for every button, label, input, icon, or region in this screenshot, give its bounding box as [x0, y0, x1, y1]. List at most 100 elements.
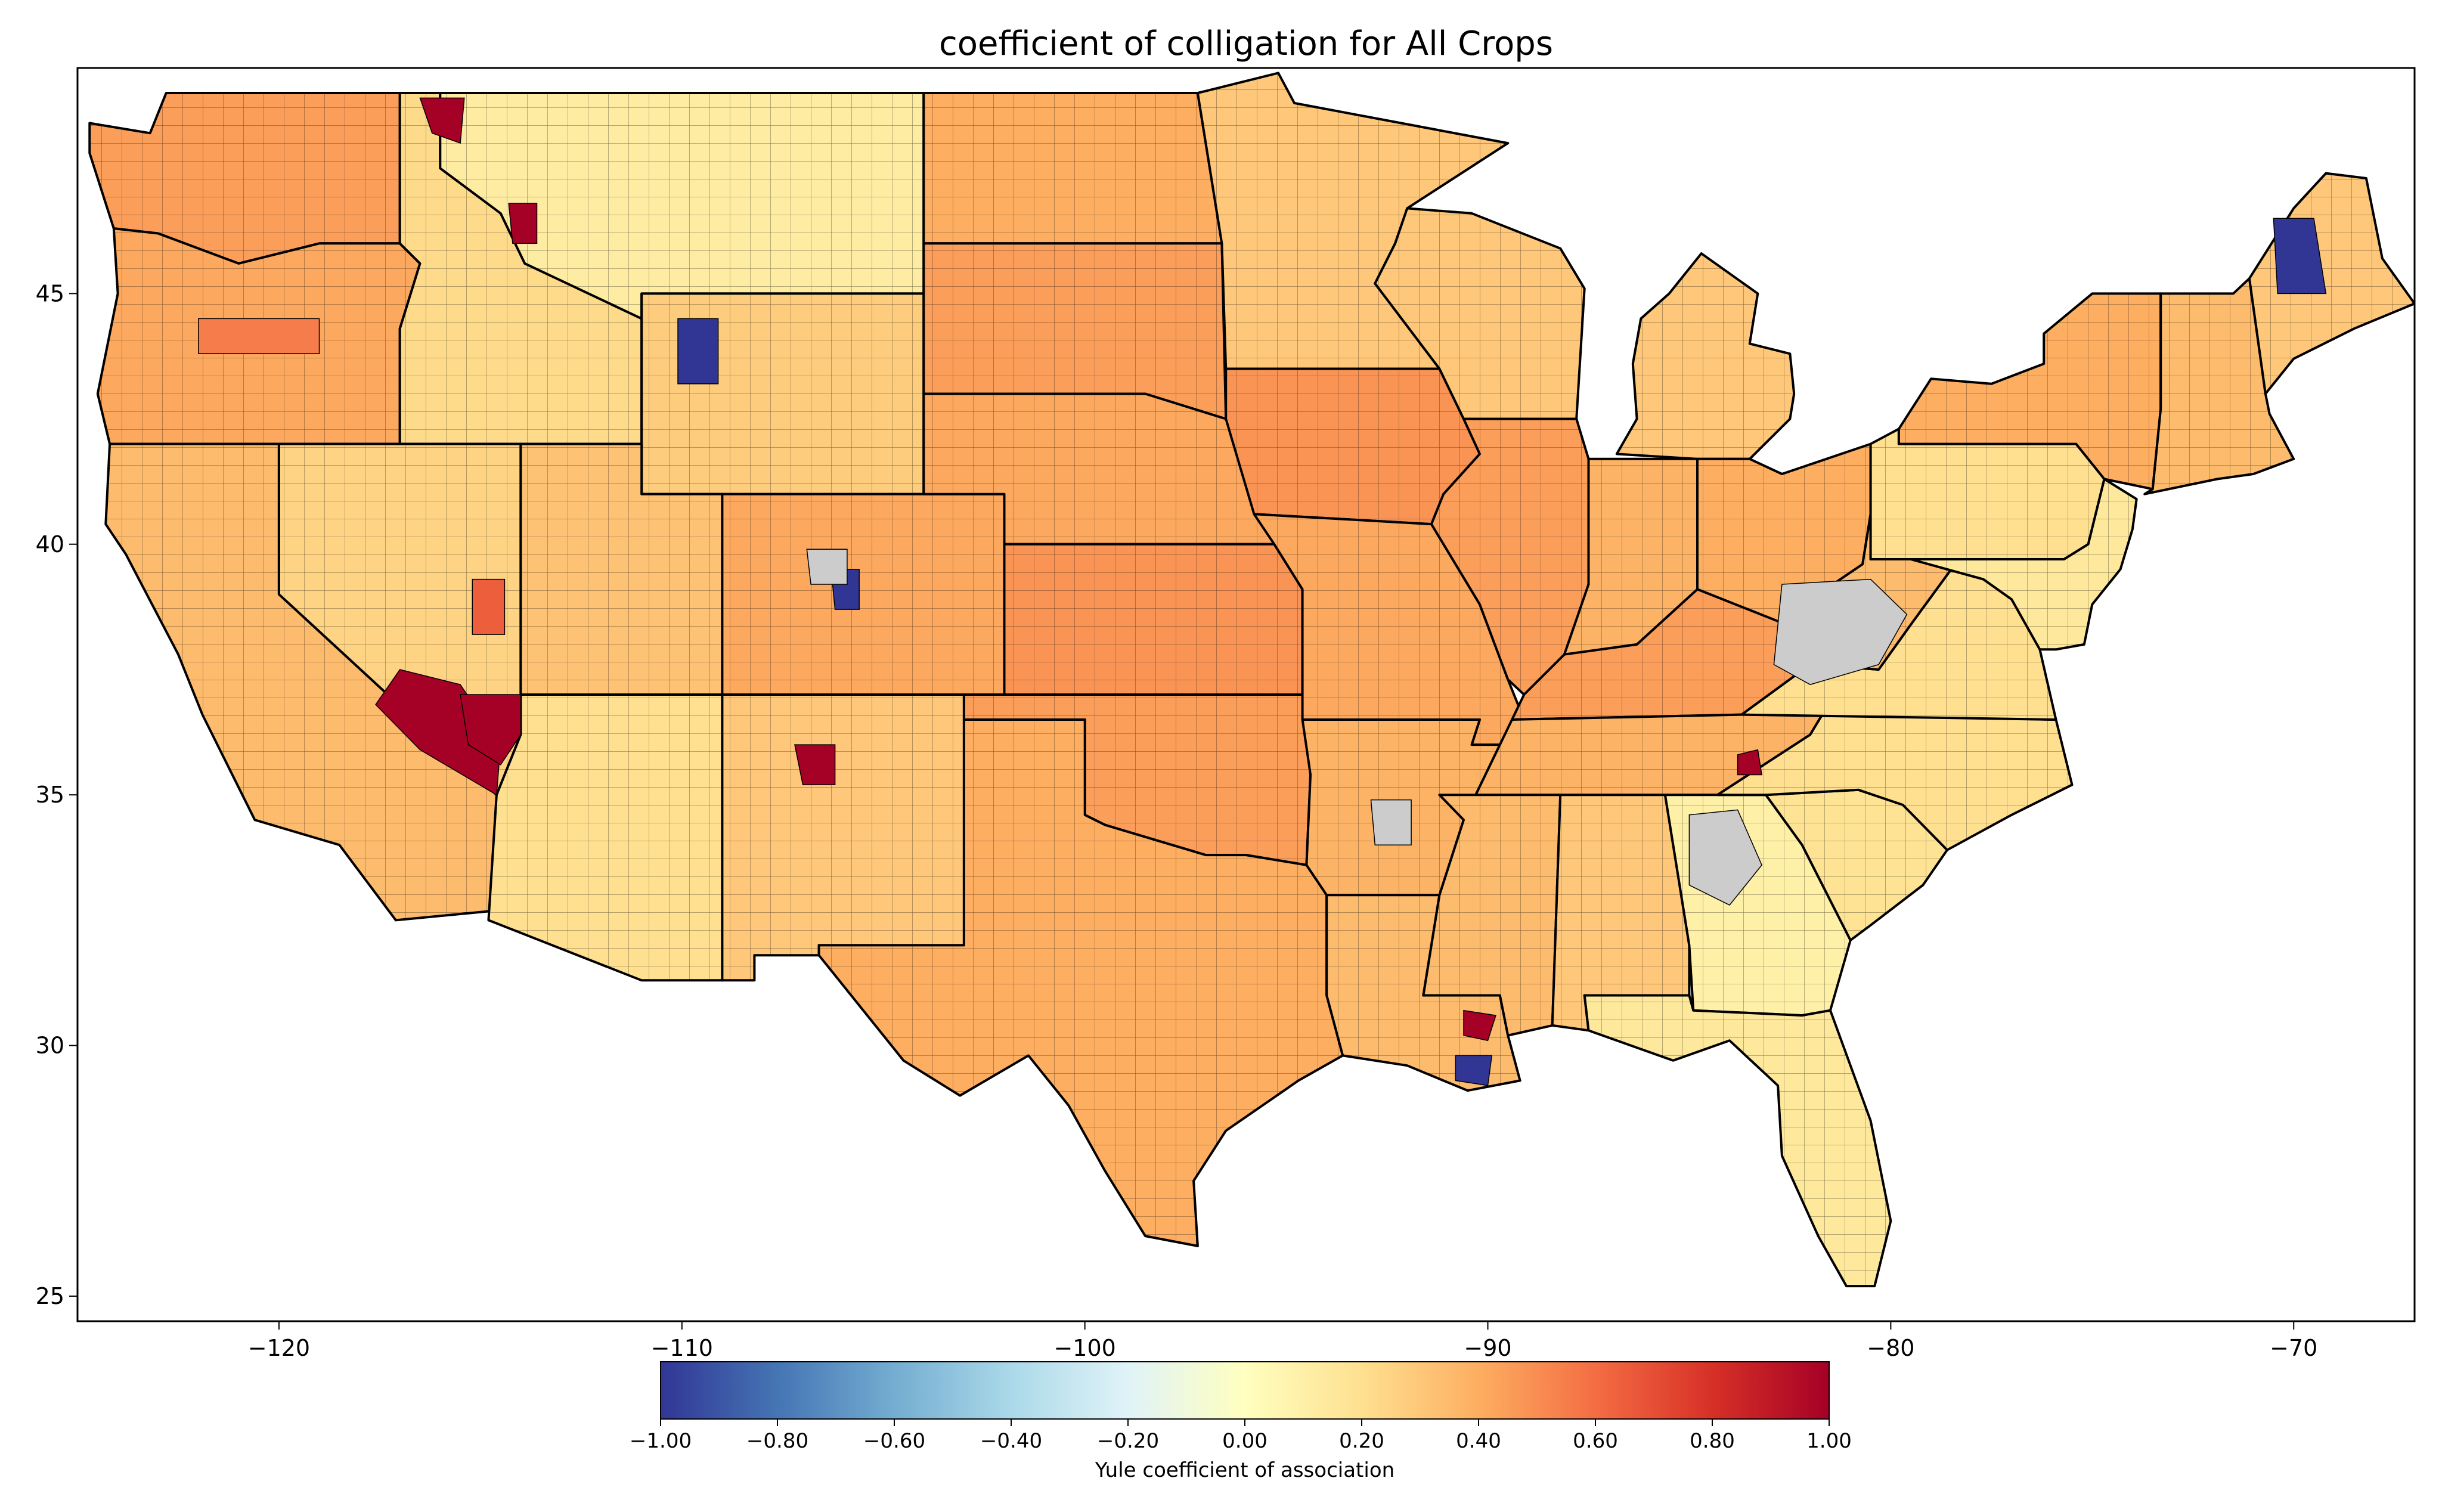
- colorbar-ticks: −1.00 −0.80 −0.60 −0.40 −0.20 0.00 0.20 0.40 0.6…: [630, 1419, 1852, 1453]
- longitude-axis: −120 −110 −100 −90 −80 −70: [248, 1321, 2317, 1361]
- region-iowa: [1225, 367, 1481, 526]
- county-borders-washington: [89, 93, 400, 264]
- region-indiana: [1563, 457, 1699, 656]
- orange-patch-oregon: [198, 318, 320, 355]
- region-mississippi: [1422, 794, 1562, 1037]
- x-tick-label: −80: [1867, 1335, 1914, 1361]
- red-patch-nevada-east: [460, 694, 522, 766]
- colorbar-tick-label: 1.00: [1806, 1429, 1852, 1453]
- colorbar-gradient: [660, 1361, 1830, 1420]
- y-tick-label: 30: [36, 1033, 64, 1059]
- county-borders-tennessee: [1476, 714, 1823, 795]
- region-arizona: [487, 693, 724, 982]
- state-border-new-england: [2143, 277, 2295, 495]
- region-ohio: [1696, 442, 1872, 626]
- county-borders-alabama: [1552, 795, 1690, 1031]
- region-south-dakota: [922, 242, 1228, 420]
- red-patch-louisiana: [1463, 1009, 1496, 1042]
- y-tick-label: 35: [36, 782, 64, 808]
- region-new-york: [1897, 292, 2162, 491]
- y-tick-label: 25: [36, 1283, 64, 1309]
- county-borders-new-york: [1898, 293, 2161, 489]
- county-borders-south-carolina: [1765, 789, 1947, 940]
- region-michigan: [1615, 252, 1796, 460]
- county-borders-michigan: [1616, 253, 1795, 459]
- region-utah: [519, 442, 724, 696]
- colorbar-tick-label: 0.00: [1222, 1429, 1268, 1453]
- x-tick-label: −70: [2270, 1335, 2317, 1361]
- colorbar-tick-label: 0.80: [1690, 1429, 1735, 1453]
- red-patch-montana-west: [508, 203, 538, 244]
- colorbar-tick-label: −0.20: [1097, 1429, 1159, 1453]
- county-borders-maine: [2249, 173, 2415, 394]
- region-wisconsin: [1374, 207, 1586, 420]
- colorbar-tick-label: −0.40: [980, 1429, 1042, 1453]
- region-missouri: [1253, 513, 1526, 746]
- region-north-dakota: [922, 92, 1223, 245]
- state-border-maine: [2248, 172, 2415, 395]
- county-borders-missouri: [1254, 514, 1524, 745]
- county-borders-new-mexico: [722, 695, 964, 981]
- county-borders-kentucky: [1512, 589, 1811, 720]
- county-borders-florida: [1584, 995, 1891, 1287]
- red-patch-tennessee: [1737, 749, 1762, 776]
- region-florida: [1583, 994, 1892, 1288]
- county-borders-mid-atlantic: [1911, 479, 2137, 650]
- region-pennsylvania: [1869, 427, 2106, 560]
- county-borders-pennsylvania: [1870, 429, 2105, 559]
- region-alabama: [1551, 794, 1691, 1032]
- county-borders-texas: [819, 720, 1343, 1246]
- map-layer: [88, 72, 2415, 1288]
- state-border-north-carolina: [1716, 713, 2074, 851]
- county-borders-indiana: [1564, 458, 1697, 655]
- county-borders-california: [106, 444, 501, 921]
- county-borders-utah: [520, 444, 723, 695]
- county-borders-colorado: [722, 494, 1005, 695]
- county-borders-arizona: [488, 695, 723, 981]
- region-new-mexico: [721, 693, 965, 982]
- colorbar-label: Yule coefficient of association: [1095, 1458, 1394, 1482]
- red-patch-idaho-north: [419, 97, 465, 144]
- state-border-illinois: [1430, 417, 1590, 696]
- state-border-florida: [1583, 994, 1892, 1288]
- x-tick-label: −110: [651, 1335, 713, 1361]
- county-borders-wisconsin: [1375, 208, 1585, 419]
- grey-patch-georgia: [1688, 809, 1762, 906]
- region-maine: [2248, 172, 2415, 395]
- county-borders-illinois: [1431, 419, 1589, 695]
- colorbar-tick-label: 0.40: [1456, 1429, 1501, 1453]
- county-borders-north-dakota: [924, 93, 1222, 244]
- blue-patch-wyoming: [677, 318, 719, 385]
- county-borders-montana: [440, 93, 924, 319]
- colorbar-tick-label: −0.80: [746, 1429, 808, 1453]
- grey-patch-colorado: [806, 549, 848, 585]
- county-borders-ohio: [1697, 444, 1871, 625]
- grey-patch-appalachia: [1773, 578, 1908, 686]
- y-tick-label: 40: [36, 531, 64, 557]
- colorbar-tick-label: −1.00: [630, 1429, 692, 1453]
- region-kansas: [1003, 543, 1304, 696]
- region-illinois: [1430, 417, 1590, 696]
- region-washington: [88, 92, 401, 265]
- colorbar: −1.00 −0.80 −0.60 −0.40 −0.20 0.00 0.20 0.40 0.6…: [630, 1361, 1852, 1482]
- red-patch-new-mexico: [794, 744, 836, 786]
- orange-patch-nevada-central: [472, 578, 506, 635]
- state-border-michigan: [1615, 252, 1796, 460]
- x-tick-label: −90: [1464, 1335, 1511, 1361]
- map-title: coefficient of colligation for All Crops: [939, 24, 1553, 63]
- county-borders-north-carolina: [1717, 714, 2072, 850]
- county-borders-iowa: [1226, 368, 1480, 525]
- region-texas: [817, 718, 1344, 1247]
- y-tick-label: 45: [36, 280, 64, 306]
- colorbar-tick-label: 0.20: [1339, 1429, 1384, 1453]
- county-borders-kansas: [1004, 544, 1303, 695]
- grey-patch-arkansas: [1370, 799, 1412, 845]
- county-borders-minnesota: [1197, 73, 1508, 369]
- region-kentucky: [1511, 588, 1812, 721]
- county-borders-idaho: [399, 93, 642, 444]
- blue-patch-maine: [2273, 218, 2327, 295]
- x-tick-label: −120: [248, 1335, 310, 1361]
- region-mid-atlantic: [1910, 478, 2138, 651]
- county-borders-nebraska: [924, 394, 1275, 544]
